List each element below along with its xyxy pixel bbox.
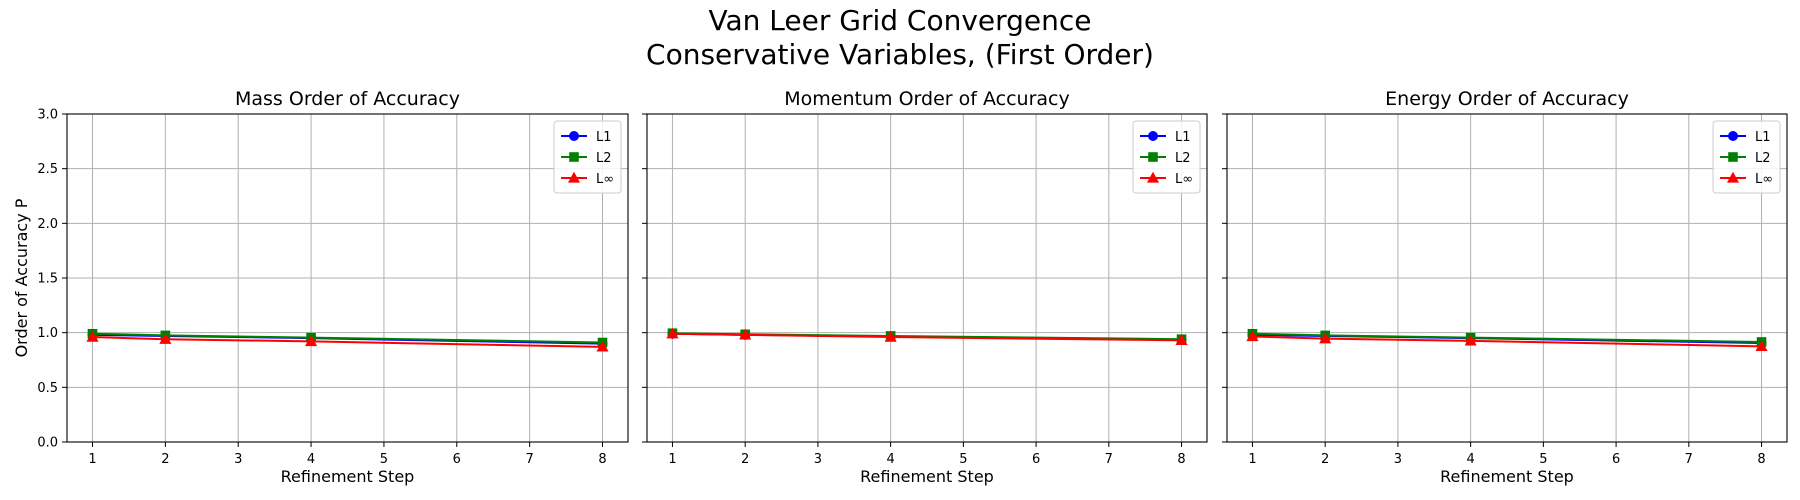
panel-1: 1 2 3 4 5 6 7 8 0.0 0.5 1.0 1.5 2.0 2.5 3.0 Mass Order … <box>12 88 629 486</box>
legend-label: L2 <box>1755 151 1771 166</box>
data-point <box>159 332 172 344</box>
grid <box>1227 113 1787 443</box>
series-line <box>92 336 603 348</box>
legend-marker <box>569 152 579 162</box>
data-point <box>86 330 99 342</box>
y-tick-label: 2.5 <box>37 162 58 177</box>
x-tick-label: 2 <box>1321 452 1329 467</box>
legend-marker <box>1148 152 1158 162</box>
x-tick-label: 3 <box>1394 452 1402 467</box>
series-3 <box>666 327 1188 345</box>
x-tick-label: 7 <box>1105 452 1113 467</box>
series-3 <box>1246 330 1768 351</box>
legend-marker <box>1728 152 1738 162</box>
legend-label: L1 <box>596 130 612 145</box>
y-tick-label: 0.5 <box>37 381 58 396</box>
data-point <box>884 330 897 342</box>
series-line <box>1252 332 1762 343</box>
x-tick-label: 5 <box>1539 452 1547 467</box>
data-point <box>305 335 318 347</box>
x-tick-label: 8 <box>1757 452 1765 467</box>
panel-3: 1 2 3 4 5 6 7 8 Energy Order of Accuracy Refineme… <box>1222 88 1788 486</box>
x-axis-label: Refinement Step <box>281 467 415 486</box>
legend-item: L∞ <box>1720 171 1773 187</box>
y-tick-label: 1.5 <box>37 272 58 287</box>
x-tick-label: 2 <box>161 452 169 467</box>
legend-item: L2 <box>1720 151 1771 166</box>
legend-item: L1 <box>561 130 612 145</box>
legend-marker <box>1728 131 1738 141</box>
x-tick-label: 5 <box>959 452 967 467</box>
figure-title-line-1: Van Leer Grid Convergence <box>708 4 1092 37</box>
x-tick-label: 6 <box>1612 452 1620 467</box>
x-tick-label: 3 <box>234 452 242 467</box>
x-tick-label: 6 <box>453 452 461 467</box>
legend-item: L1 <box>1140 130 1191 145</box>
x-tick-label: 1 <box>1248 452 1256 467</box>
x-tick-label: 7 <box>1685 452 1693 467</box>
x-axis-label: Refinement Step <box>860 467 994 486</box>
legend: L1 L2 L∞ <box>1132 120 1201 194</box>
x-tick-label: 7 <box>526 452 534 467</box>
x-tick-label: 5 <box>380 452 388 467</box>
figure-title-line-2: Conservative Variables, (First Order) <box>646 38 1154 71</box>
data-point <box>596 340 609 352</box>
legend-marker <box>567 171 581 183</box>
legend-item: L∞ <box>1140 171 1193 187</box>
legend-marker <box>1726 171 1740 183</box>
x-tick-label: 8 <box>1177 452 1185 467</box>
x-tick-label: 6 <box>1032 452 1040 467</box>
legend-marker <box>569 131 579 141</box>
panel-title: Mass Order of Accuracy <box>235 88 460 110</box>
series-line <box>1252 335 1762 348</box>
series-3 <box>86 330 609 352</box>
data-point <box>1755 340 1768 351</box>
legend: L1 L2 L∞ <box>553 120 622 194</box>
x-tick-label: 8 <box>598 452 606 467</box>
legend-marker <box>1146 171 1160 183</box>
data-point <box>1319 332 1332 344</box>
legend-item: L1 <box>1720 130 1771 145</box>
series-line <box>672 332 1182 342</box>
legend: L1 L2 L∞ <box>1712 120 1781 194</box>
x-tick-label: 3 <box>814 452 822 467</box>
y-tick-label: 3.0 <box>37 108 58 123</box>
panel-2: 1 2 3 4 5 6 7 8 Momentum Order of Accuracy Refine… <box>642 88 1208 486</box>
legend-label: L1 <box>1755 130 1771 145</box>
series-line <box>92 332 603 344</box>
legend-item: L2 <box>1140 151 1191 166</box>
grid <box>647 113 1207 443</box>
legend-label: L∞ <box>1755 172 1773 187</box>
x-tick-label: 4 <box>1466 452 1474 467</box>
y-axis-label: Order of Accuracy P <box>12 198 31 357</box>
y-tick-label: 1.0 <box>37 326 58 341</box>
y-tick-label: 2.0 <box>37 217 58 232</box>
grid <box>67 113 628 443</box>
legend-item: L∞ <box>561 171 614 187</box>
figure-title: Van Leer Grid Convergence Conservative V… <box>0 4 1800 72</box>
legend-item: L2 <box>561 151 612 166</box>
legend-label: L2 <box>596 151 612 166</box>
x-axis-label: Refinement Step <box>1440 467 1574 486</box>
legend-label: L1 <box>1175 130 1191 145</box>
legend-label: L∞ <box>1175 172 1193 187</box>
panel-title: Momentum Order of Accuracy <box>784 88 1069 110</box>
data-point <box>666 327 679 339</box>
x-tick-label: 1 <box>668 452 676 467</box>
data-point <box>1246 330 1259 342</box>
x-tick-label: 2 <box>741 452 749 467</box>
x-tick-label: 1 <box>88 452 96 467</box>
y-tick-label: 0.0 <box>37 436 58 451</box>
panel-title: Energy Order of Accuracy <box>1385 88 1629 110</box>
legend-label: L∞ <box>596 172 614 187</box>
data-point <box>1175 334 1188 345</box>
data-point <box>739 328 752 340</box>
x-tick-label: 4 <box>307 452 315 467</box>
x-tick-label: 4 <box>886 452 894 467</box>
legend-label: L2 <box>1175 151 1191 166</box>
data-point <box>1464 334 1477 346</box>
legend-marker <box>1148 131 1158 141</box>
